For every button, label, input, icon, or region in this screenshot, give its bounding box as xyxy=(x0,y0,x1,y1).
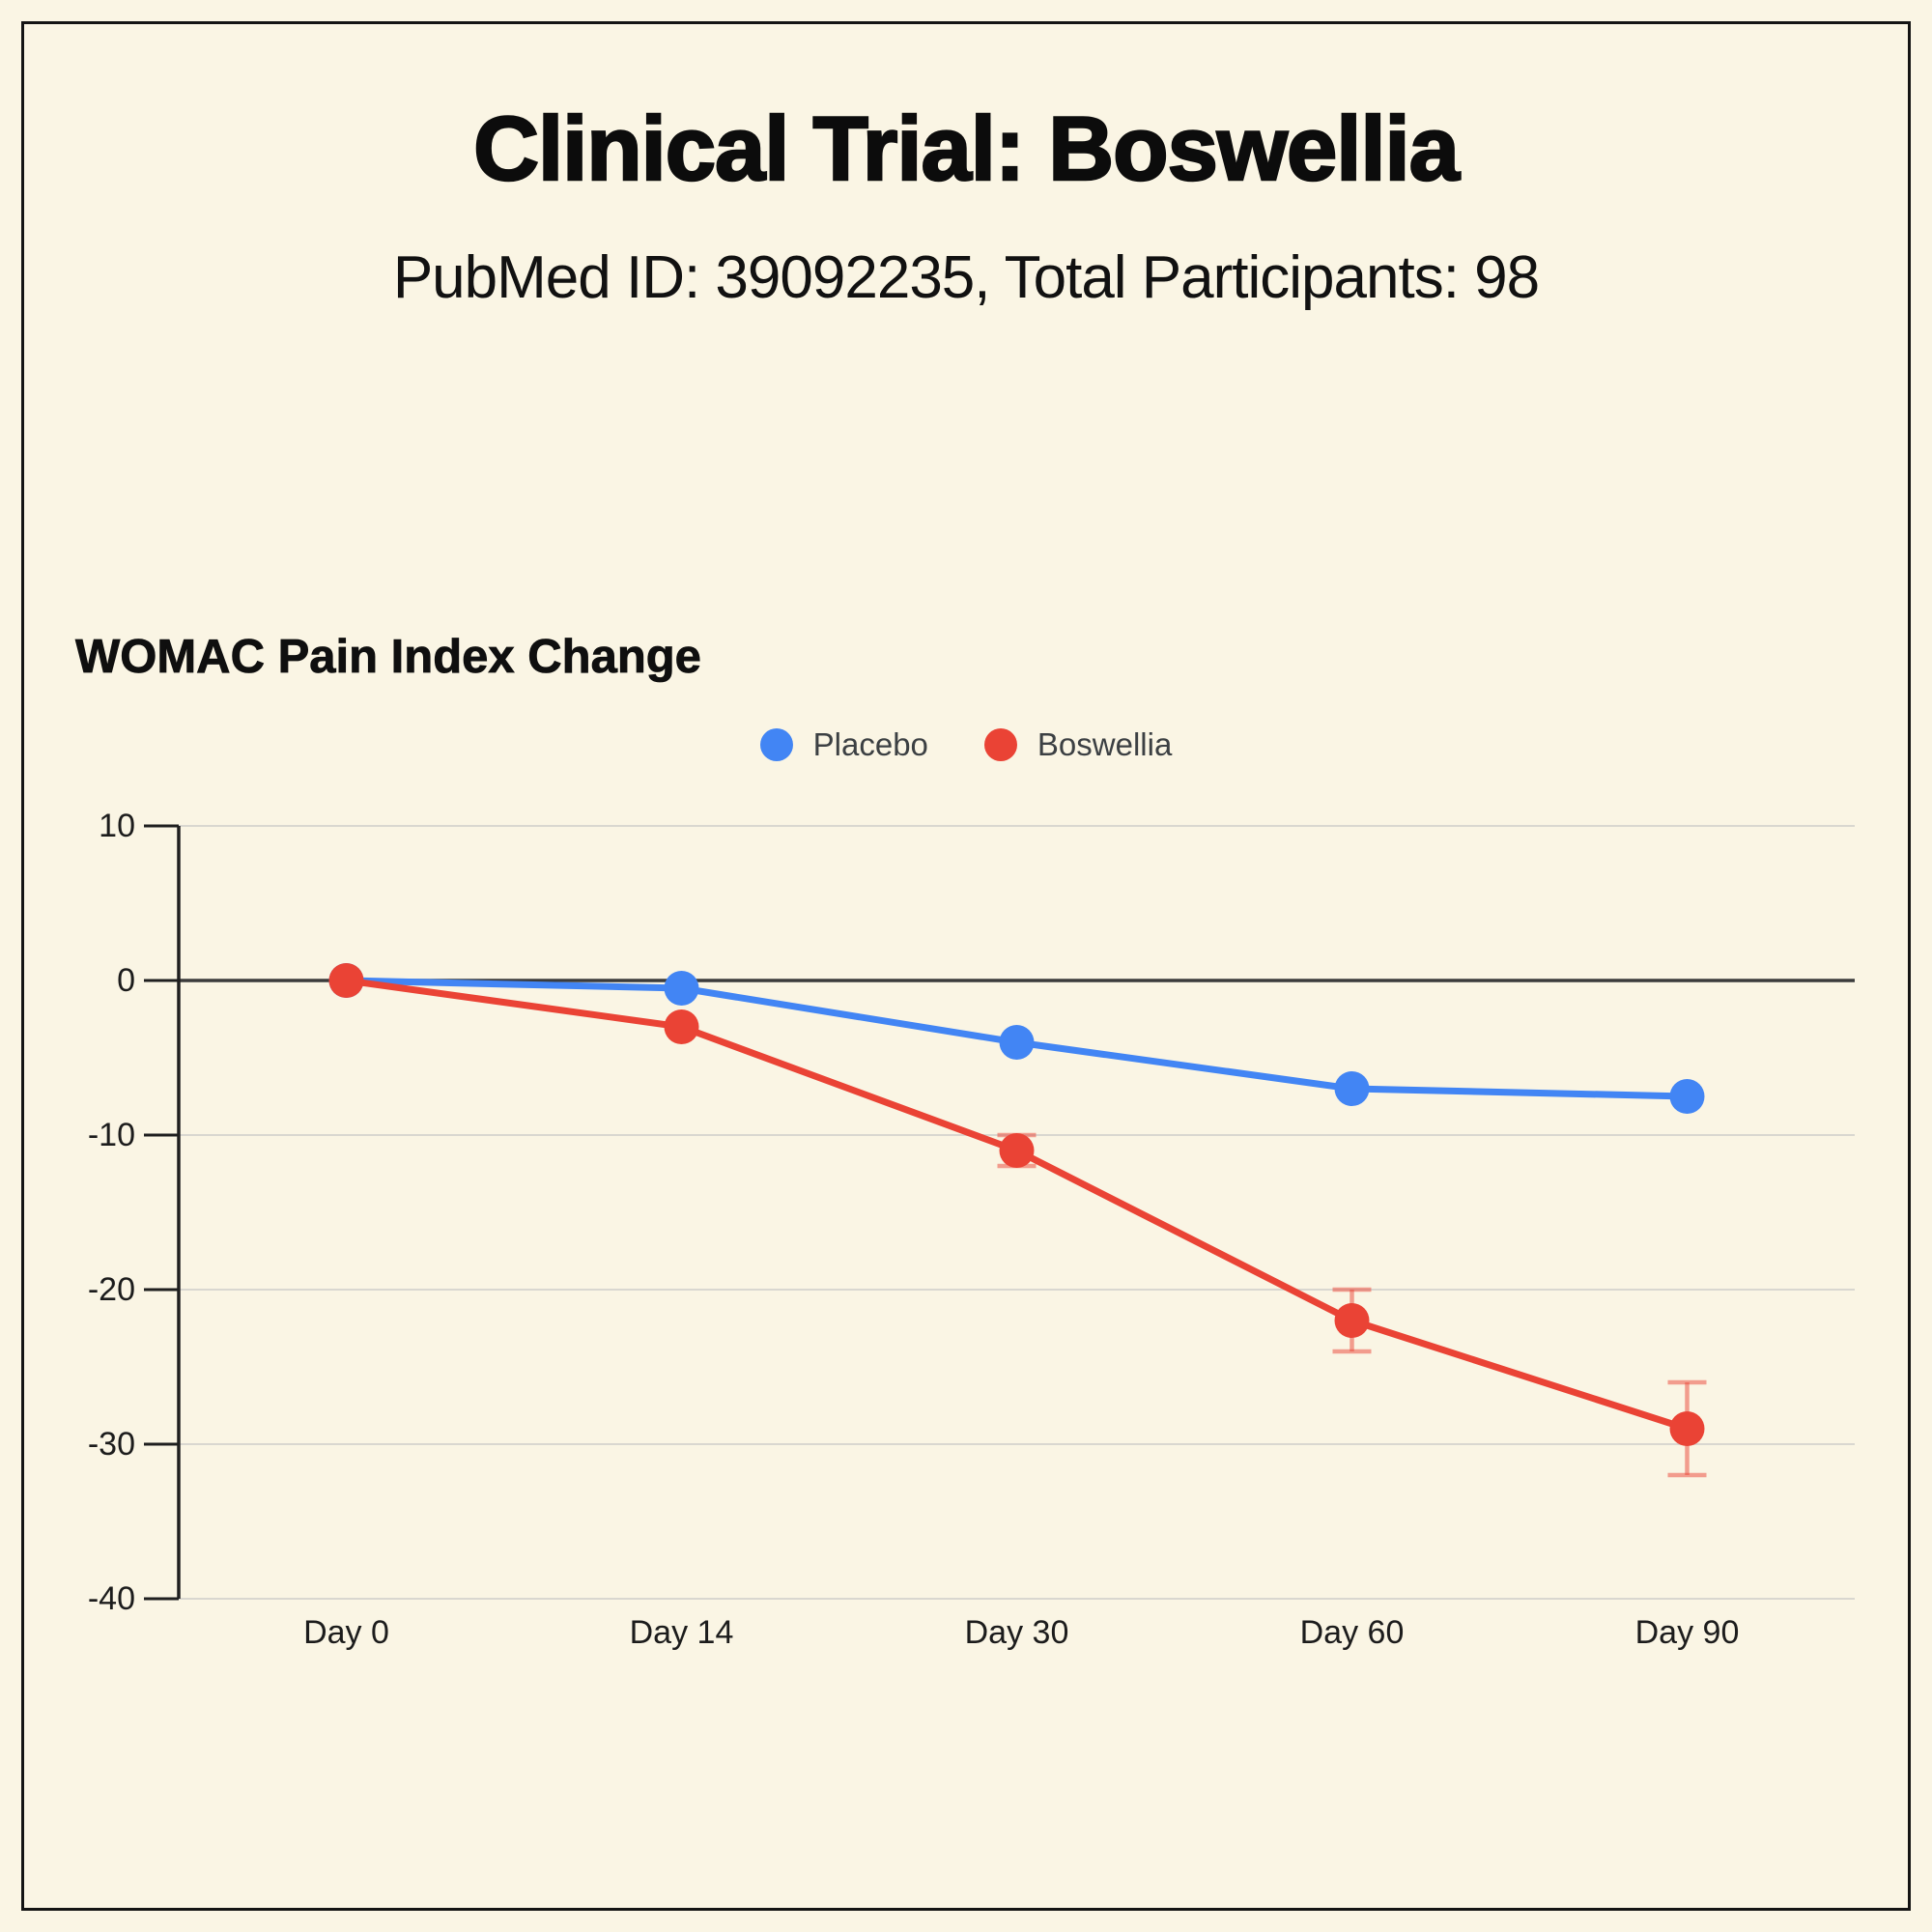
legend-item-boswellia: Boswellia xyxy=(983,726,1173,763)
womac-line-chart: 10 0 -10 -20 -30 -40 Day 0 Day 14 Day 30 Day 60 Da… xyxy=(88,808,1855,1651)
chart-title: WOMAC Pain Index Change xyxy=(75,631,702,684)
svg-text:0: 0 xyxy=(117,962,135,999)
chart-legend: Placebo Boswellia xyxy=(0,726,1932,763)
svg-text:Day 30: Day 30 xyxy=(965,1614,1069,1651)
svg-text:-40: -40 xyxy=(88,1580,135,1617)
page-title: Clinical Trial: Boswellia xyxy=(472,97,1461,201)
legend-swatch-placebo-icon xyxy=(759,728,793,761)
svg-text:10: 10 xyxy=(99,808,135,844)
legend-label-placebo: Placebo xyxy=(812,726,928,762)
legend-item-placebo: Placebo xyxy=(759,726,928,763)
svg-text:Day 90: Day 90 xyxy=(1635,1614,1740,1651)
svg-text:-30: -30 xyxy=(88,1426,135,1463)
legend-label-boswellia: Boswellia xyxy=(1037,726,1173,762)
svg-text:Day 60: Day 60 xyxy=(1300,1614,1405,1651)
svg-text:Day 14: Day 14 xyxy=(630,1614,734,1651)
svg-text:-10: -10 xyxy=(88,1117,135,1153)
svg-text:-20: -20 xyxy=(88,1271,135,1308)
page-subtitle: PubMed ID: 39092235, Total Participants:… xyxy=(392,244,1540,311)
legend-swatch-boswellia-icon xyxy=(983,728,1017,761)
svg-text:Day 0: Day 0 xyxy=(303,1614,389,1651)
